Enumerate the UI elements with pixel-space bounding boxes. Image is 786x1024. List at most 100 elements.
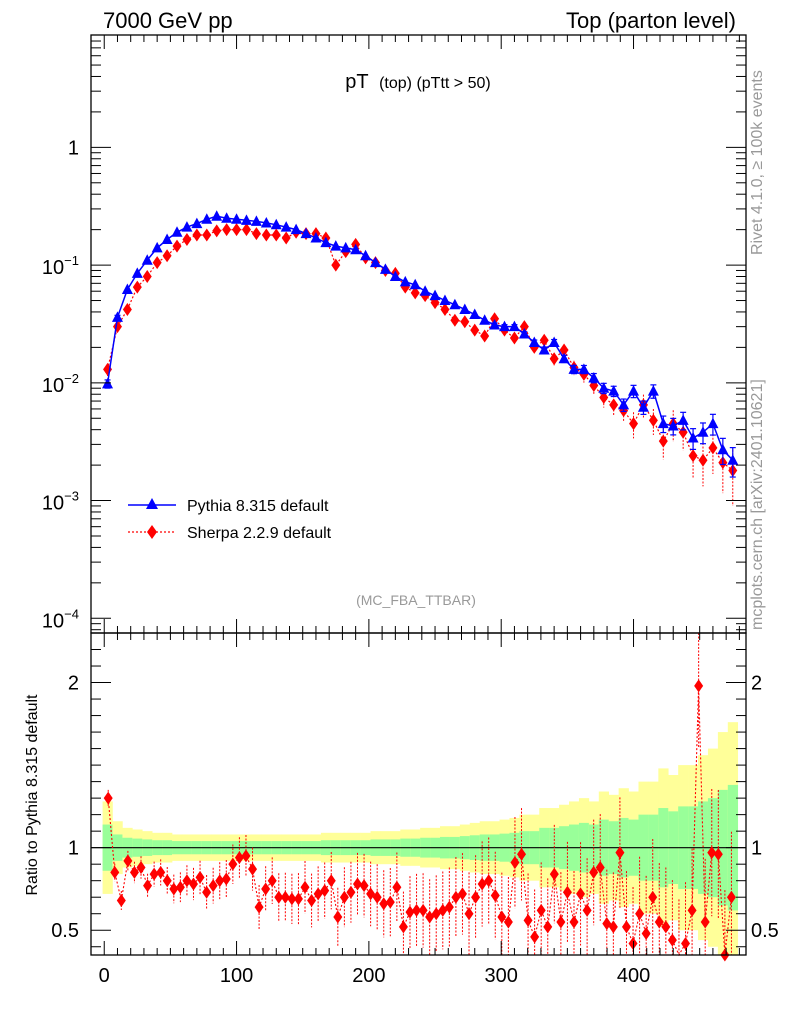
pythia-point [707,417,719,429]
pythia-line [106,215,734,461]
sherpa-point [678,425,688,439]
ratio-point [307,894,317,908]
ratio-point [352,877,362,891]
y-tick-label: 10−2 [42,371,79,397]
pythia-point [489,318,501,330]
ratio-point [707,846,717,860]
ratio-point [517,847,527,861]
pythia-point [608,385,620,396]
pythia-point [508,320,520,332]
pythia-point [727,454,739,465]
sherpa-point [450,313,460,327]
ratio-point [372,890,382,904]
y-tick-label-ratio-right: 0.5 [751,920,779,942]
sherpa-point [509,331,519,345]
ratio-point [726,890,736,904]
ratio-point [274,890,284,904]
ratio-point [228,857,238,871]
legend-label-sherpa: Sherpa 2.2.9 default [187,525,332,542]
sherpa-point [132,280,142,294]
sherpa-point [519,320,529,334]
x-tick-label: 400 [617,965,650,987]
pythia-point [548,336,560,348]
ratio-point [169,882,179,896]
sherpa-point [261,228,271,242]
ratio-point [339,890,349,904]
ratio-point [595,860,605,874]
legend-marker-pythia [146,498,158,509]
ratio-point [379,897,389,911]
sherpa-point [212,224,222,238]
plot-title: pT (top) (pTtt > 50) [345,71,490,93]
ratio-point [208,879,218,893]
pythia-point [310,231,322,243]
pythia-point [717,443,729,455]
pythia-point [290,223,302,235]
ratio-point [162,874,172,888]
ratio-point [202,885,212,899]
ratio-point [110,865,120,879]
y-tick-label: 10−1 [42,253,79,279]
ratio-point [188,877,198,891]
y-ticks-ratio: 0.5 0.5 1 1 2 2 [51,649,779,948]
y-tick-label-ratio: 2 [68,673,79,695]
sherpa-point [609,398,619,412]
ratio-point [123,854,133,868]
y-tick-label: 10−4 [42,606,79,632]
plot-title-main: pT [345,71,368,93]
ratio-ylabel: Ratio to Pythia 8.315 default [24,694,41,896]
ratio-point [129,865,139,879]
pythia-point [360,249,372,261]
pythia-point [300,227,312,239]
pythia-point [598,382,610,393]
y-tick-label-ratio-right: 2 [751,673,762,695]
plot-title-small: (top) (pTtt > 50) [379,75,491,92]
pythia-point [211,210,223,221]
ratio-point [346,885,356,899]
pythia-point [588,371,600,383]
pythia-point [389,270,401,281]
ratio-point [457,887,467,901]
sherpa-point [281,231,291,245]
sherpa-point [241,223,251,237]
pythia-point [191,217,203,229]
ratio-point [143,879,153,893]
pythia-point [350,243,362,255]
rivet-version-label: Rivet 4.1.0, ≥ 100k events [749,70,766,255]
pythia-point [518,327,530,339]
x-tick-label: 300 [485,965,518,987]
legend-label-pythia: Pythia 8.315 default [187,498,329,515]
analysis-label: (MC_FBA_TTBAR) [356,592,476,608]
pythia-point [399,275,411,287]
pythia-point [201,213,213,224]
pythia-point [221,212,233,223]
ratio-point [667,933,677,947]
pythia-point [637,401,649,412]
ratio-point [412,903,422,917]
sherpa-point [658,434,668,448]
sherpa-point [222,223,232,237]
pythia-point [429,289,441,301]
sherpa-point [271,228,281,242]
pythia-point [697,426,709,437]
series-pythia [102,210,739,478]
ratio-point [681,936,691,950]
y-tick-label-ratio-right: 1 [751,838,762,860]
ratio-point [700,915,710,929]
pythia-point [558,352,570,364]
pythia-point [439,294,451,306]
ratio-point [608,920,618,934]
pythia-point [260,216,272,228]
sherpa-line [106,229,734,471]
pythia-point [111,311,123,322]
pythia-point [449,298,461,310]
pythia-point [250,215,262,226]
sherpa-point [708,441,718,455]
ratio-point [254,900,264,914]
pythia-point [161,233,173,244]
ratio-point [648,890,658,904]
ratio-point [562,885,572,899]
pythia-point [657,417,669,429]
sherpa-point [142,269,152,283]
ratio-point [405,905,415,919]
